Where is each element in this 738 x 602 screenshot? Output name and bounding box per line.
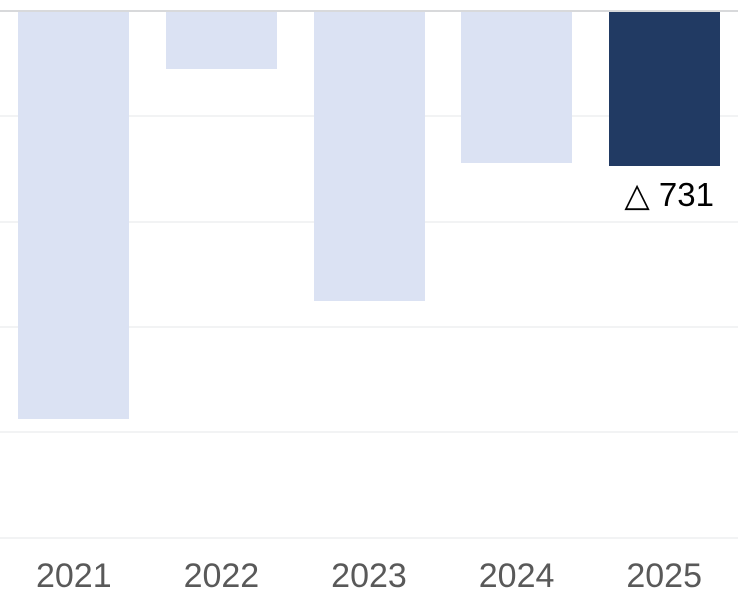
plot-area: △ 731 bbox=[0, 9, 738, 539]
gridline-2500 bbox=[0, 536, 738, 539]
bar-2022 bbox=[165, 12, 277, 69]
bar-2025 bbox=[608, 12, 720, 166]
x-axis-tick-2023: 2023 bbox=[331, 557, 407, 595]
bar-2021 bbox=[18, 12, 130, 419]
x-axis-tick-2025: 2025 bbox=[626, 557, 702, 595]
x-axis-tick-2021: 2021 bbox=[35, 557, 112, 595]
x-axis: 2021 2022 2023 2024 2025 bbox=[0, 554, 738, 602]
gridline-2000 bbox=[0, 431, 738, 434]
bar-2024 bbox=[461, 12, 573, 163]
x-axis-tick-2022: 2022 bbox=[183, 557, 260, 595]
bar-2023 bbox=[313, 12, 425, 301]
gridline-1500 bbox=[0, 325, 738, 328]
value-label-2025: △ 731 bbox=[624, 175, 714, 213]
x-axis-tick-2024: 2024 bbox=[478, 557, 555, 595]
zero-axis-line bbox=[0, 9, 738, 12]
